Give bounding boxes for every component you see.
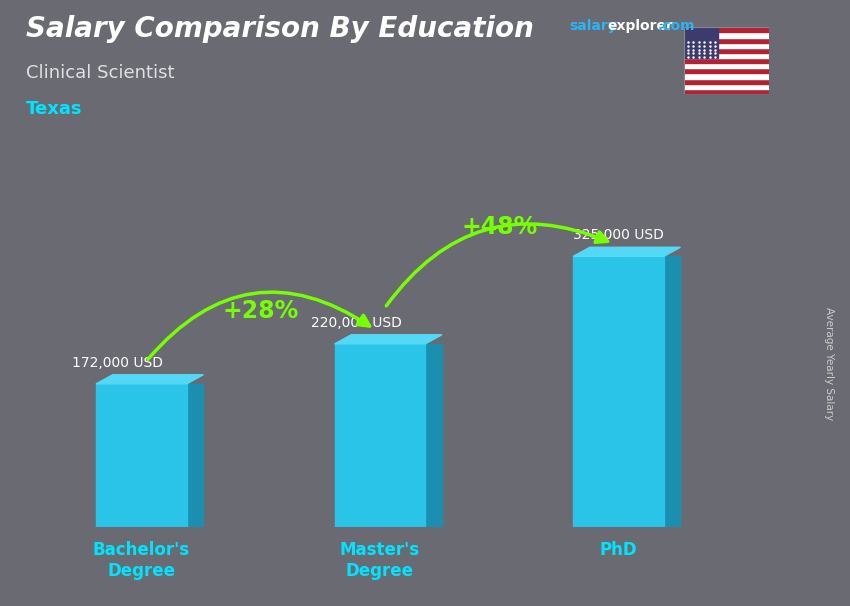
Polygon shape	[573, 256, 664, 527]
Polygon shape	[187, 384, 203, 527]
Polygon shape	[573, 247, 681, 256]
Text: explorer: explorer	[608, 19, 673, 33]
Polygon shape	[335, 335, 442, 344]
Polygon shape	[96, 384, 187, 527]
Bar	[684, 79, 769, 84]
Bar	[684, 73, 769, 79]
Bar	[684, 53, 769, 58]
Polygon shape	[96, 375, 203, 384]
Bar	[684, 38, 769, 42]
FancyArrowPatch shape	[386, 224, 608, 306]
Text: +28%: +28%	[223, 299, 298, 322]
Bar	[684, 32, 769, 38]
Bar	[684, 48, 769, 53]
Bar	[684, 89, 769, 94]
Text: Texas: Texas	[26, 100, 82, 118]
Text: Salary Comparison By Education: Salary Comparison By Education	[26, 15, 534, 43]
Text: 325,000 USD: 325,000 USD	[573, 228, 664, 242]
FancyArrowPatch shape	[148, 292, 370, 359]
Text: +48%: +48%	[461, 215, 537, 239]
Bar	[684, 84, 769, 89]
Text: 220,000 USD: 220,000 USD	[310, 316, 401, 330]
Text: 172,000 USD: 172,000 USD	[72, 356, 163, 370]
Text: Average Yearly Salary: Average Yearly Salary	[824, 307, 834, 420]
Bar	[684, 68, 769, 73]
Bar	[684, 58, 769, 63]
Bar	[684, 63, 769, 68]
Polygon shape	[664, 256, 681, 527]
Text: salary: salary	[570, 19, 617, 33]
Text: .com: .com	[658, 19, 695, 33]
Polygon shape	[335, 344, 425, 527]
Text: Clinical Scientist: Clinical Scientist	[26, 64, 174, 82]
Bar	[684, 27, 718, 58]
Polygon shape	[425, 344, 442, 527]
Bar	[684, 42, 769, 48]
Bar	[684, 27, 769, 32]
